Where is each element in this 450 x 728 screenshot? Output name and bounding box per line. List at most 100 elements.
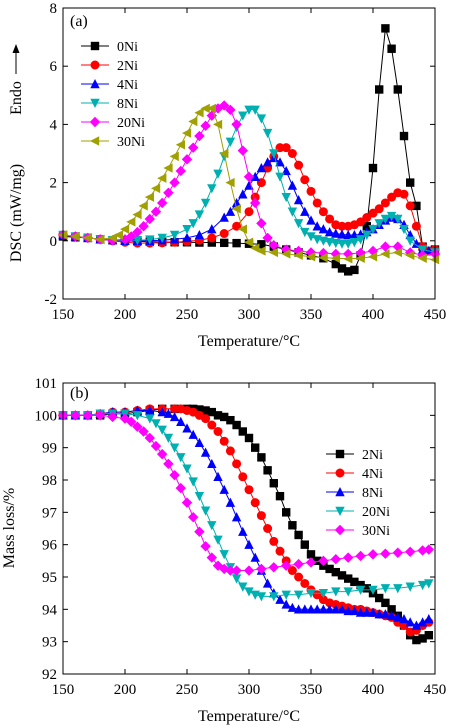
data-point-4ni xyxy=(201,414,211,424)
data-point-20ni xyxy=(194,491,205,502)
data-point-30ni xyxy=(206,103,216,114)
x-tick-label: 300 xyxy=(238,682,261,698)
data-point-8ni xyxy=(182,423,192,433)
data-point-8ni xyxy=(219,484,229,494)
data-point-20ni xyxy=(231,574,242,584)
legend-item-20ni: 20Ni xyxy=(81,116,145,131)
data-point-20ni xyxy=(424,579,434,589)
data-point-4ni xyxy=(238,472,248,482)
data-point-8ni xyxy=(132,236,143,246)
data-point-8ni xyxy=(306,232,316,242)
data-point-30ni xyxy=(225,177,235,188)
data-point-30ni xyxy=(237,224,247,234)
data-point-0ni xyxy=(337,264,347,273)
data-point-20ni xyxy=(231,119,242,130)
data-point-20ni xyxy=(163,433,174,443)
data-point-8ni xyxy=(169,411,180,422)
data-point-2ni xyxy=(418,634,427,643)
data-point-8ni xyxy=(300,604,310,614)
x-tick-label: 200 xyxy=(114,307,137,323)
data-point-2ni xyxy=(288,521,297,530)
data-point-4ni xyxy=(287,180,298,190)
plot-frame-a xyxy=(62,7,436,300)
legend-label-2ni: 2Ni xyxy=(362,448,383,463)
data-point-8ni xyxy=(207,458,217,469)
data-point-2ni xyxy=(412,635,421,645)
data-point-20ni xyxy=(417,580,428,591)
data-point-4ni xyxy=(250,171,260,181)
data-point-30ni xyxy=(163,458,174,470)
data-point-4ni xyxy=(343,229,353,240)
data-point-0ni xyxy=(381,24,390,33)
x-axis-label-b: Temperature/°C xyxy=(198,708,300,725)
data-point-20ni xyxy=(237,145,248,156)
panel-label-b: (b) xyxy=(70,385,89,402)
y-tick-label: 4 xyxy=(50,117,58,133)
data-point-2ni xyxy=(232,420,241,430)
data-point-4ni xyxy=(293,195,304,205)
data-point-30ni xyxy=(330,554,341,565)
data-point-30ni xyxy=(138,426,149,437)
data-point-8ni xyxy=(380,609,391,619)
series-group-b xyxy=(57,404,434,645)
legend-label-30ni: 30Ni xyxy=(362,524,390,539)
data-point-2ni xyxy=(350,577,359,587)
data-point-8ni xyxy=(238,111,248,121)
data-point-4ni xyxy=(207,420,217,430)
data-point-2ni xyxy=(213,411,223,420)
data-point-8ni xyxy=(157,407,167,417)
data-point-30ni xyxy=(175,482,186,494)
data-point-30ni xyxy=(200,103,210,114)
y-tick-label: 98 xyxy=(42,473,57,489)
data-point-30ni xyxy=(169,151,179,162)
data-point-20ni xyxy=(238,582,248,592)
legend-label-30ni: 30Ni xyxy=(117,135,145,150)
data-point-8ni xyxy=(362,230,372,240)
series-8ni xyxy=(58,405,434,630)
series-line-4ni xyxy=(63,408,430,633)
data-point-8ni xyxy=(405,617,415,627)
y-tick-label: 100 xyxy=(35,408,58,424)
data-point-8ni xyxy=(262,578,273,588)
data-point-2ni xyxy=(356,580,365,590)
data-point-30ni xyxy=(70,231,80,242)
data-point-30ni xyxy=(157,173,167,183)
data-point-20ni xyxy=(225,104,236,116)
data-point-4ni xyxy=(225,206,236,216)
data-point-20ni xyxy=(119,234,131,245)
data-point-30ni xyxy=(138,201,148,211)
data-point-20ni xyxy=(281,590,291,600)
legend-item-2ni: 2Ni xyxy=(326,448,383,463)
data-point-30ni xyxy=(305,557,317,568)
data-point-20ni xyxy=(380,241,391,252)
data-point-30ni xyxy=(392,247,402,258)
data-point-2ni xyxy=(207,233,217,243)
data-point-30ni xyxy=(306,252,316,262)
data-point-30ni xyxy=(256,246,266,256)
data-point-4ni xyxy=(263,524,273,533)
data-point-30ni xyxy=(70,410,81,421)
data-point-8ni xyxy=(368,607,378,617)
plot-frame-b xyxy=(62,382,436,675)
data-point-30ni xyxy=(243,565,255,576)
data-point-8ni xyxy=(300,227,310,238)
data-point-4ni xyxy=(219,436,229,446)
y-tick-label: 97 xyxy=(42,505,58,521)
legend-item-4ni: 4Ni xyxy=(326,467,383,482)
data-point-2ni xyxy=(362,584,371,593)
data-point-8ni xyxy=(145,235,155,245)
data-point-30ni xyxy=(343,254,353,264)
data-point-8ni xyxy=(368,224,378,235)
data-point-2ni xyxy=(306,550,316,559)
data-point-4ni xyxy=(207,224,217,234)
data-point-2ni xyxy=(269,479,278,488)
data-point-30ni xyxy=(181,497,193,508)
data-point-8ni xyxy=(275,172,285,182)
series-line-8ni xyxy=(63,410,430,627)
data-point-2ni xyxy=(375,593,384,603)
data-point-30ni xyxy=(318,252,328,263)
data-point-30ni xyxy=(268,562,279,573)
data-point-2ni xyxy=(195,405,204,414)
data-point-30ni xyxy=(82,410,93,421)
